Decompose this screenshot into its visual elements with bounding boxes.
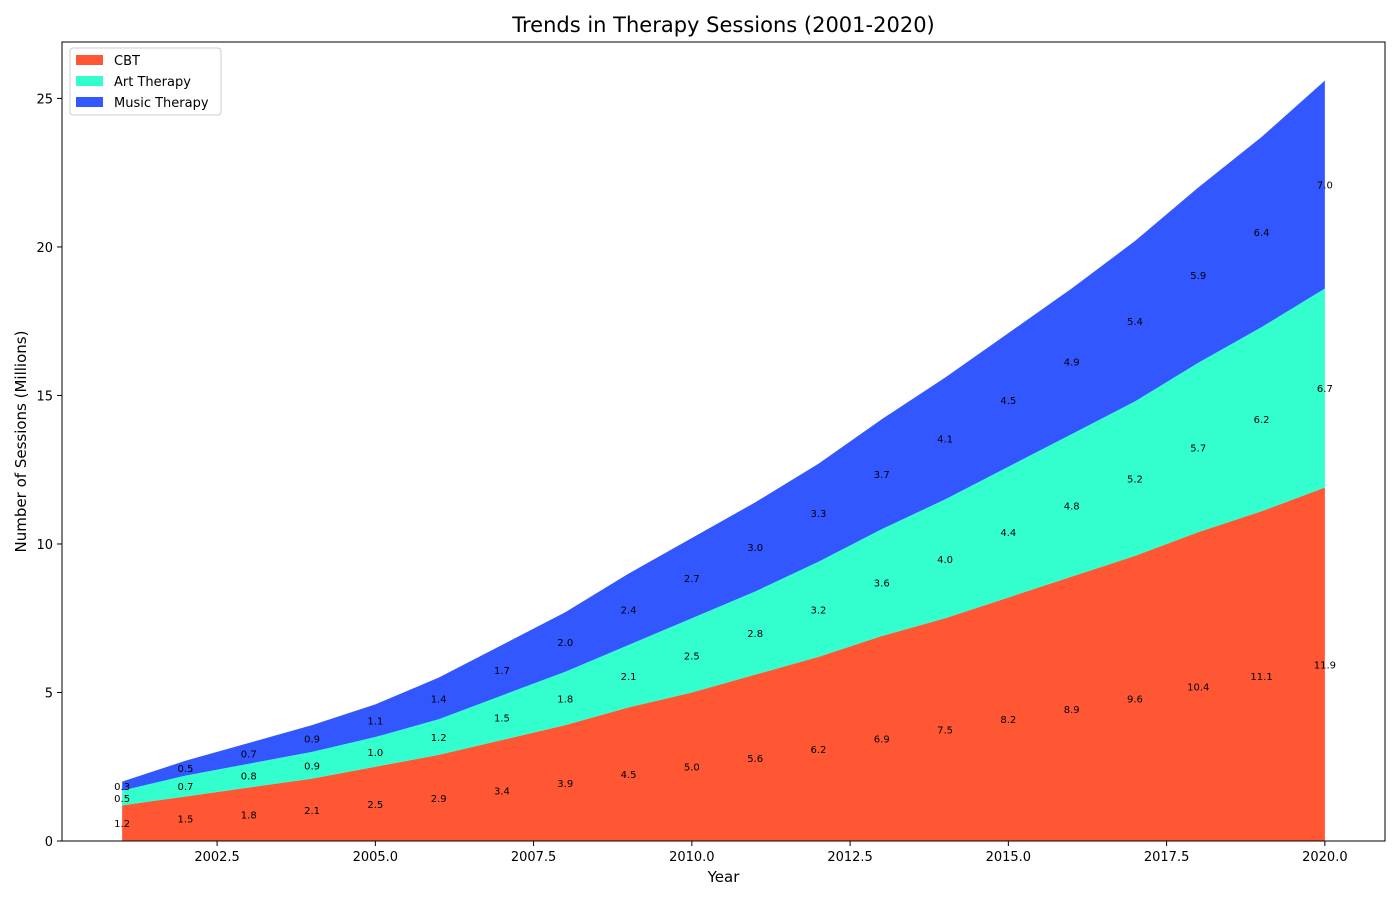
- data-label: 2.7: [684, 574, 700, 585]
- data-label: 1.5: [177, 815, 193, 826]
- x-axis-label: Year: [707, 868, 741, 886]
- x-tick-label: 2010.0: [669, 850, 715, 865]
- data-label: 5.7: [1190, 443, 1206, 454]
- y-tick-label: 5: [45, 686, 53, 701]
- y-tick-label: 25: [36, 92, 53, 107]
- data-label: 1.8: [241, 810, 257, 821]
- y-axis-ticks: 0 5 10 15 20 25: [36, 92, 62, 850]
- data-labels: 1.2 1.5 1.8 2.1 2.5 2.9 3.4 3.9 4.5 5.0 5.6 6.2 6.9 7…: [114, 181, 1336, 831]
- x-tick-label: 2005.0: [353, 850, 399, 865]
- plot-frame: [61, 41, 1386, 842]
- data-label: 1.2: [114, 819, 130, 830]
- data-label: 2.4: [621, 605, 637, 616]
- legend-swatch: [76, 76, 103, 86]
- data-label: 5.6: [747, 754, 763, 765]
- data-label: 4.4: [1000, 528, 1016, 539]
- data-label: 0.7: [241, 749, 257, 760]
- data-label: 0.9: [304, 735, 320, 746]
- data-label: 6.2: [810, 745, 826, 756]
- chart-title: Trends in Therapy Sessions (2001-2020): [511, 13, 935, 37]
- data-label: 1.4: [431, 694, 447, 705]
- data-label: 2.1: [621, 672, 637, 683]
- data-label: 1.0: [367, 748, 383, 759]
- x-tick-label: 2002.5: [194, 850, 240, 865]
- legend: CBT Art Therapy Music Therapy: [69, 47, 222, 116]
- data-label: 6.9: [874, 735, 890, 746]
- data-label: 4.1: [937, 435, 953, 446]
- data-label: 8.9: [1064, 705, 1080, 716]
- data-label: 2.5: [684, 651, 700, 662]
- area-cbt: [122, 487, 1325, 841]
- data-label: 6.2: [1254, 415, 1270, 426]
- data-label: 3.9: [557, 779, 573, 790]
- data-label: 0.9: [304, 761, 320, 772]
- data-label: 4.5: [1000, 396, 1016, 407]
- data-label: 10.4: [1187, 683, 1209, 694]
- y-axis-label: Number of Sessions (Millions): [12, 331, 30, 553]
- data-label: 0.5: [114, 794, 130, 805]
- data-label: 5.0: [684, 763, 700, 774]
- data-label: 8.2: [1000, 715, 1016, 726]
- data-label: 6.4: [1254, 228, 1270, 239]
- data-label: 11.1: [1250, 672, 1272, 683]
- y-tick-label: 10: [36, 538, 53, 553]
- y-tick-label: 0: [45, 835, 53, 850]
- data-label: 3.2: [810, 605, 826, 616]
- data-label: 1.5: [494, 714, 510, 725]
- data-label: 4.5: [621, 770, 637, 781]
- data-label: 2.5: [367, 800, 383, 811]
- data-label: 4.0: [937, 555, 953, 566]
- data-label: 0.7: [177, 782, 193, 793]
- data-label: 11.9: [1314, 660, 1336, 671]
- legend-label: Music Therapy: [114, 96, 209, 111]
- data-label: 5.9: [1190, 271, 1206, 282]
- data-label: 3.4: [494, 787, 510, 798]
- data-label: 7.0: [1317, 181, 1333, 192]
- x-tick-label: 2007.5: [511, 850, 557, 865]
- data-label: 0.3: [114, 782, 130, 793]
- area-layers: [122, 80, 1325, 841]
- data-label: 5.2: [1127, 475, 1143, 486]
- data-label: 3.6: [874, 579, 890, 590]
- data-label: 4.8: [1064, 501, 1080, 512]
- data-label: 3.7: [874, 470, 890, 481]
- data-label: 6.7: [1317, 384, 1333, 395]
- data-label: 3.0: [747, 543, 763, 554]
- legend-box: [69, 47, 222, 116]
- data-label: 0.5: [177, 764, 193, 775]
- x-tick-label: 2020.0: [1302, 850, 1348, 865]
- data-label: 0.8: [241, 772, 257, 783]
- data-label: 2.1: [304, 806, 320, 817]
- x-axis-ticks: 2002.5 2005.0 2007.5 2010.0 2012.5 2015.0 2017…: [194, 841, 1348, 865]
- area-art-therapy: [122, 288, 1325, 806]
- data-label: 4.9: [1064, 357, 1080, 368]
- y-tick-label: 15: [36, 389, 53, 404]
- x-tick-label: 2012.5: [827, 850, 873, 865]
- data-label: 1.8: [557, 694, 573, 705]
- data-label: 3.3: [810, 509, 826, 520]
- y-tick-label: 20: [36, 241, 53, 256]
- data-label: 1.7: [494, 666, 510, 677]
- data-label: 1.2: [431, 733, 447, 744]
- legend-label: CBT: [114, 54, 140, 69]
- x-tick-label: 2015.0: [986, 850, 1032, 865]
- data-label: 2.8: [747, 629, 763, 640]
- legend-label: Art Therapy: [114, 75, 191, 90]
- data-label: 9.6: [1127, 694, 1143, 705]
- data-label: 7.5: [937, 726, 953, 737]
- data-label: 1.1: [367, 717, 383, 728]
- data-label: 2.9: [431, 794, 447, 805]
- data-label: 5.4: [1127, 317, 1143, 328]
- legend-swatch: [76, 55, 103, 65]
- x-tick-label: 2017.5: [1144, 850, 1190, 865]
- legend-swatch: [76, 97, 103, 107]
- data-label: 2.0: [557, 638, 573, 649]
